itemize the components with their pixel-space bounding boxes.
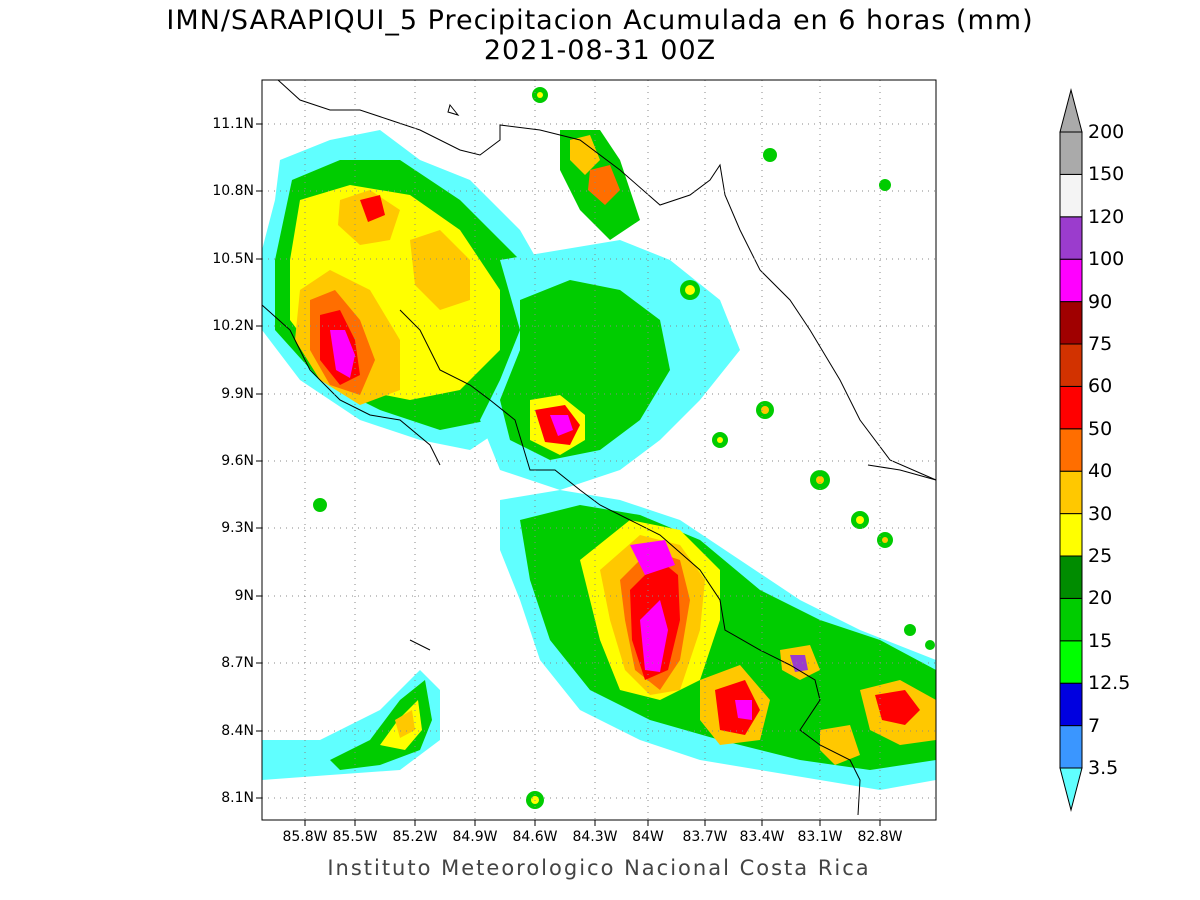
colorbar-level-label: 60 <box>1088 375 1113 398</box>
lon-tick-label: 85.2W <box>392 829 438 845</box>
colorbar-swatch <box>1059 216 1083 260</box>
colorbar-swatch <box>1059 513 1083 557</box>
colorbar-level-label: 15 <box>1088 629 1113 652</box>
lat-tick-label: 9.3N <box>221 520 254 536</box>
colorbar-swatch <box>1059 385 1083 430</box>
lon-tick-label: 84.9W <box>452 829 498 845</box>
colorbar-level-label: 40 <box>1088 460 1113 483</box>
colorbar-bottom-arrow <box>1059 767 1083 812</box>
colorbar-level-label: 25 <box>1088 545 1113 567</box>
lon-tick-label: 84.3W <box>572 829 618 845</box>
colorbar-level-label: 100 <box>1088 248 1125 271</box>
precipitation-field <box>262 87 936 809</box>
colorbar-level-label: 3.5 <box>1088 757 1119 779</box>
colorbar-swatch <box>1059 131 1083 175</box>
colorbar-swatch <box>1059 173 1083 218</box>
colorbar-level-label: 150 <box>1088 163 1125 186</box>
lat-tick-label: 9.6N <box>221 453 254 469</box>
colorbar-level-label: 7 <box>1088 714 1101 737</box>
axis-ticks <box>256 123 881 826</box>
lat-tick-label: 9.9N <box>221 386 254 402</box>
colorbar-level-label: 200 <box>1088 121 1125 143</box>
lat-tick-label: 10.8N <box>212 183 254 199</box>
plot-frame <box>261 79 937 821</box>
colorbar-swatch <box>1059 301 1083 345</box>
colorbar-level-label: 75 <box>1088 333 1113 355</box>
colorbar-top-arrow <box>1059 88 1083 133</box>
lat-tick-label: 11.1N <box>212 116 254 132</box>
lon-tick-label: 85.5W <box>332 829 378 845</box>
coastlines <box>261 79 937 816</box>
colorbar-level-label: 90 <box>1088 290 1113 313</box>
precip-region-central <box>480 130 740 490</box>
colorbar <box>1059 88 1083 812</box>
lon-tick-label: 85.8W <box>282 829 328 845</box>
lat-tick-label: 8.4N <box>221 723 254 739</box>
colorbar-swatch <box>1059 597 1083 642</box>
lon-tick-label: 83.1W <box>797 829 843 845</box>
colorbar-level-label: 20 <box>1088 587 1113 610</box>
lon-tick-label: 83.7W <box>682 829 728 845</box>
precip-region-northwest <box>262 130 580 450</box>
precip-scattered-cells <box>313 87 935 809</box>
lon-tick-label: 84W <box>632 829 664 845</box>
colorbar-swatch <box>1059 640 1083 684</box>
colorbar-swatch <box>1059 682 1083 727</box>
colorbar-swatch <box>1059 258 1083 303</box>
credit-line: Instituto Meteorologico Nacional Costa R… <box>327 856 871 880</box>
lat-tick-label: 10.5N <box>212 251 254 267</box>
lon-tick-label: 84.6W <box>512 829 558 845</box>
map-subtitle-date: 2021-08-31 00Z <box>483 35 717 66</box>
lat-tick-label: 8.1N <box>221 790 254 806</box>
graticule <box>262 80 936 820</box>
colorbar-swatch <box>1059 725 1083 769</box>
colorbar-swatch <box>1059 428 1083 472</box>
precip-region-southwest <box>262 670 440 780</box>
colorbar-level-label: 50 <box>1088 417 1113 440</box>
lon-tick-label: 82.8W <box>857 829 903 845</box>
map-title: IMN/SARAPIQUI_5 Precipitacion Acumulada … <box>166 5 1034 36</box>
colorbar-swatch <box>1059 470 1083 515</box>
lat-tick-label: 8.7N <box>221 655 254 671</box>
lon-tick-label: 83.4W <box>739 829 785 845</box>
colorbar-swatch <box>1059 343 1083 387</box>
lat-tick-label: 9N <box>234 588 254 604</box>
colorbar-level-label: 30 <box>1088 502 1113 525</box>
lat-tick-label: 10.2N <box>212 318 254 334</box>
precip-region-south <box>500 490 936 790</box>
colorbar-level-label: 12.5 <box>1088 672 1131 695</box>
colorbar-level-label: 120 <box>1088 205 1125 228</box>
colorbar-swatch <box>1059 555 1083 599</box>
